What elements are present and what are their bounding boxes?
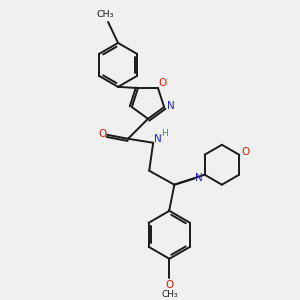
Text: H: H [161,129,168,138]
Text: N: N [167,101,175,111]
Text: O: O [165,280,173,290]
Text: N: N [195,173,203,183]
Text: O: O [159,78,167,88]
Text: CH₃: CH₃ [96,11,114,20]
Text: CH₃: CH₃ [161,290,178,299]
Text: N: N [154,134,162,144]
Text: O: O [98,129,106,139]
Text: O: O [241,147,249,157]
